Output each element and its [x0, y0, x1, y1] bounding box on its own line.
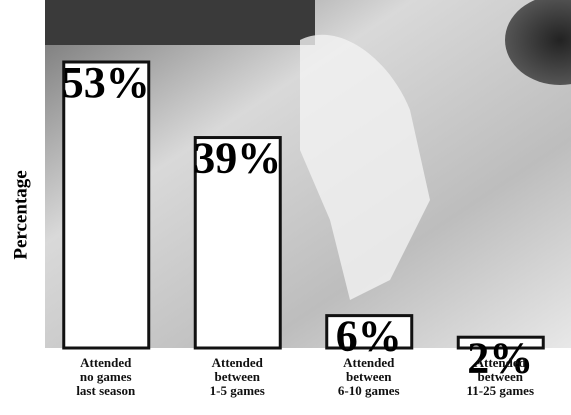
value-label: 53%: [62, 58, 150, 107]
x-tick-label: Attended no games last season: [46, 356, 166, 398]
y-axis-label: Percentage: [10, 170, 31, 259]
banner: [45, 0, 315, 45]
x-tick-label: Attended between 11-25 games: [440, 356, 560, 398]
x-tick-label: Attended between 1-5 games: [177, 356, 297, 398]
chart: Percentage 53%39%6%2%: [0, 0, 571, 415]
value-label: 6%: [336, 312, 402, 361]
page: Percentage 53%39%6%2% Attended no games …: [0, 0, 571, 415]
value-label: 39%: [193, 134, 281, 183]
x-tick-label: Attended between 6-10 games: [309, 356, 429, 398]
